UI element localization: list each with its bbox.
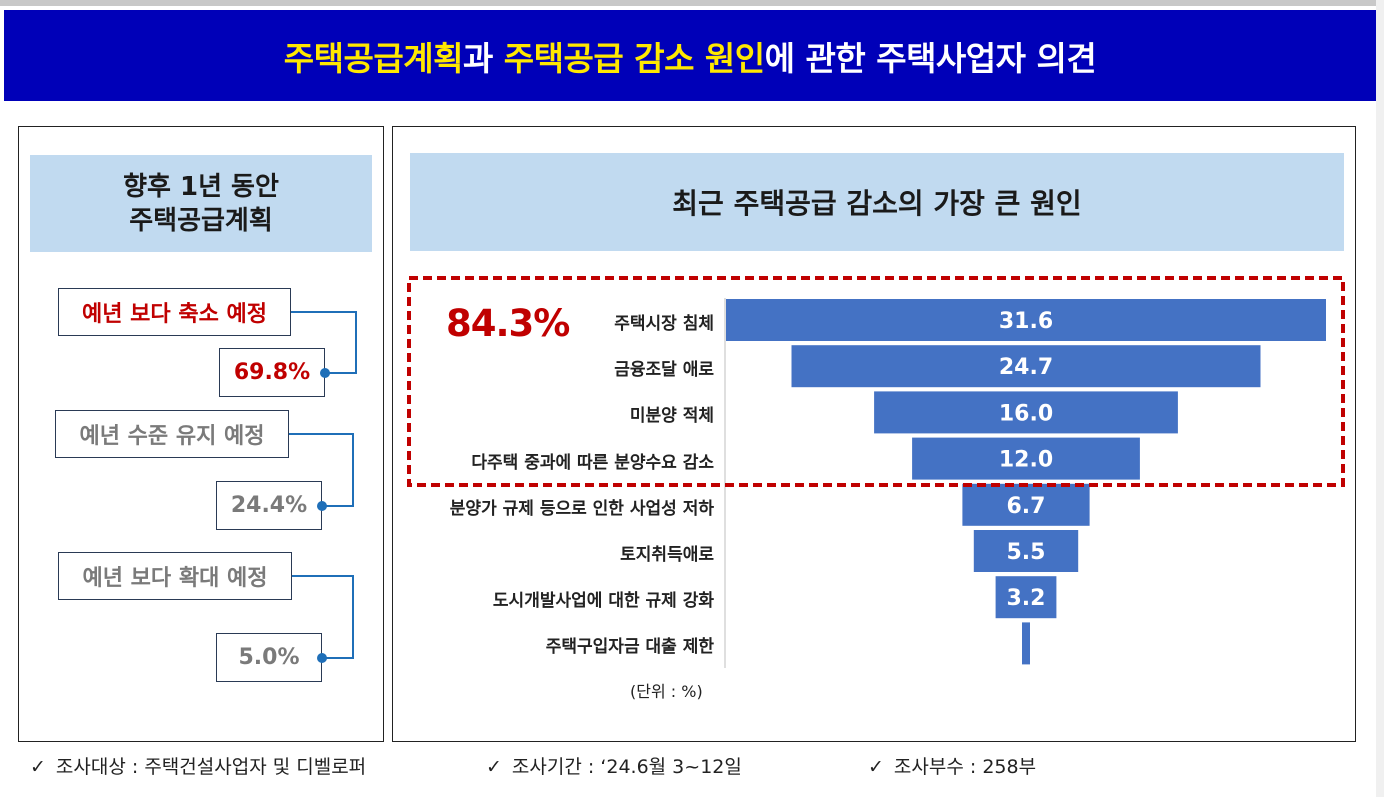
funnel-bar: [973, 530, 1079, 572]
category-label: 금융조달 애로: [614, 360, 714, 381]
funnel-bar-value: 12.0: [999, 448, 1053, 473]
category-label: 주택구입자금 대출 제한: [545, 637, 714, 658]
category-label: 다주택 중과에 따른 분양수요 감소: [471, 452, 714, 473]
title-highlight-cause: 주택공급 감소 원인: [503, 38, 765, 78]
survey-target-text: 조사대상 : 주택건설사업자 및 디벨로퍼: [55, 756, 367, 778]
funnel-bar-value: 24.7: [999, 355, 1053, 380]
funnel-bar-value: 31.6: [999, 309, 1053, 334]
funnel-bar: [912, 437, 1140, 480]
funnel-bar-value: 5.5: [1007, 540, 1046, 565]
scrollbar[interactable]: [1376, 0, 1384, 797]
funnel-bar-value: 3.2: [1007, 586, 1046, 611]
supply-plan-heading-line2: 주택공급계획: [129, 205, 273, 236]
supply-plan-heading: 향후 1년 동안 주택공급계획: [30, 155, 372, 252]
unit-note: (단위 : %): [630, 682, 703, 701]
survey-count: ✓ 조사부수 : 258부: [868, 752, 1036, 779]
decline-cause-panel: 최근 주택공급 감소의 가장 큰 원인: [392, 126, 1356, 742]
funnel-bar: [962, 483, 1090, 526]
title-connector: 과: [462, 38, 504, 78]
plan-value-decrease: 69.8%: [219, 348, 325, 397]
top-four-total: 84.3%: [446, 302, 570, 345]
funnel-bar: [791, 345, 1261, 388]
funnel-bar: [874, 391, 1178, 434]
plan-label-decrease: 예년 보다 축소 예정: [58, 288, 291, 336]
check-icon: ✓: [868, 756, 884, 778]
funnel-bar: [1022, 622, 1030, 665]
connector-decrease: [291, 311, 357, 374]
category-label: 주택시장 침체: [614, 314, 714, 334]
check-icon: ✓: [486, 756, 502, 778]
plan-label-maintain: 예년 수준 유지 예정: [55, 410, 289, 458]
connector-dot-maintain: [317, 501, 327, 511]
decline-cause-heading: 최근 주택공급 감소의 가장 큰 원인: [410, 153, 1344, 251]
supply-plan-heading-line1: 향후 1년 동안: [123, 171, 279, 202]
connector-maintain: [289, 433, 354, 507]
funnel-bar: [995, 576, 1057, 619]
category-label: 토지취득애로: [620, 545, 714, 565]
survey-count-text: 조사부수 : 258부: [893, 756, 1037, 778]
survey-period-text: 조사기간 : ‘24.6월 3~12일: [511, 756, 742, 778]
funnel-bar: [726, 299, 1326, 341]
survey-target: ✓ 조사대상 : 주택건설사업자 및 디벨로퍼: [30, 752, 366, 779]
title-highlight-plan: 주택공급계획: [283, 38, 464, 78]
funnel-bar-value: 16.0: [999, 401, 1053, 426]
connector-dot-increase: [317, 653, 327, 663]
title-rest: 에 관한 주택사업자 의견: [764, 38, 1097, 78]
plan-value-increase: 5.0%: [216, 633, 322, 682]
category-label: 분양가 규제 등으로 인한 사업성 저하: [449, 498, 714, 519]
plan-connectors: [289, 311, 357, 663]
survey-period: ✓ 조사기간 : ‘24.6월 3~12일: [486, 752, 742, 779]
connector-dot-decrease: [320, 368, 330, 378]
connector-increase: [292, 575, 354, 659]
category-label: 도시개발사업에 대한 규제 강화: [492, 591, 714, 612]
title-bar: 주택공급계획과 주택공급 감소 원인에 관한 주택사업자 의견: [4, 10, 1376, 101]
page-title: 주택공급계획과 주택공급 감소 원인에 관한 주택사업자 의견: [283, 32, 1097, 80]
category-label: 미분양 적체: [629, 406, 714, 427]
check-icon: ✓: [30, 756, 46, 778]
plan-value-maintain: 24.4%: [216, 481, 322, 530]
top-border: [0, 0, 1384, 6]
funnel-bars: 31.6 24.7 16.0 12.0 6.7 5.5 3.2: [726, 299, 1326, 665]
top-four-highlight-frame: [407, 276, 1345, 487]
plan-label-increase: 예년 보다 확대 예정: [58, 552, 292, 600]
funnel-bar-value: 6.7: [1007, 494, 1046, 519]
decline-cause-heading-text: 최근 주택공급 감소의 가장 큰 원인: [672, 187, 1082, 220]
